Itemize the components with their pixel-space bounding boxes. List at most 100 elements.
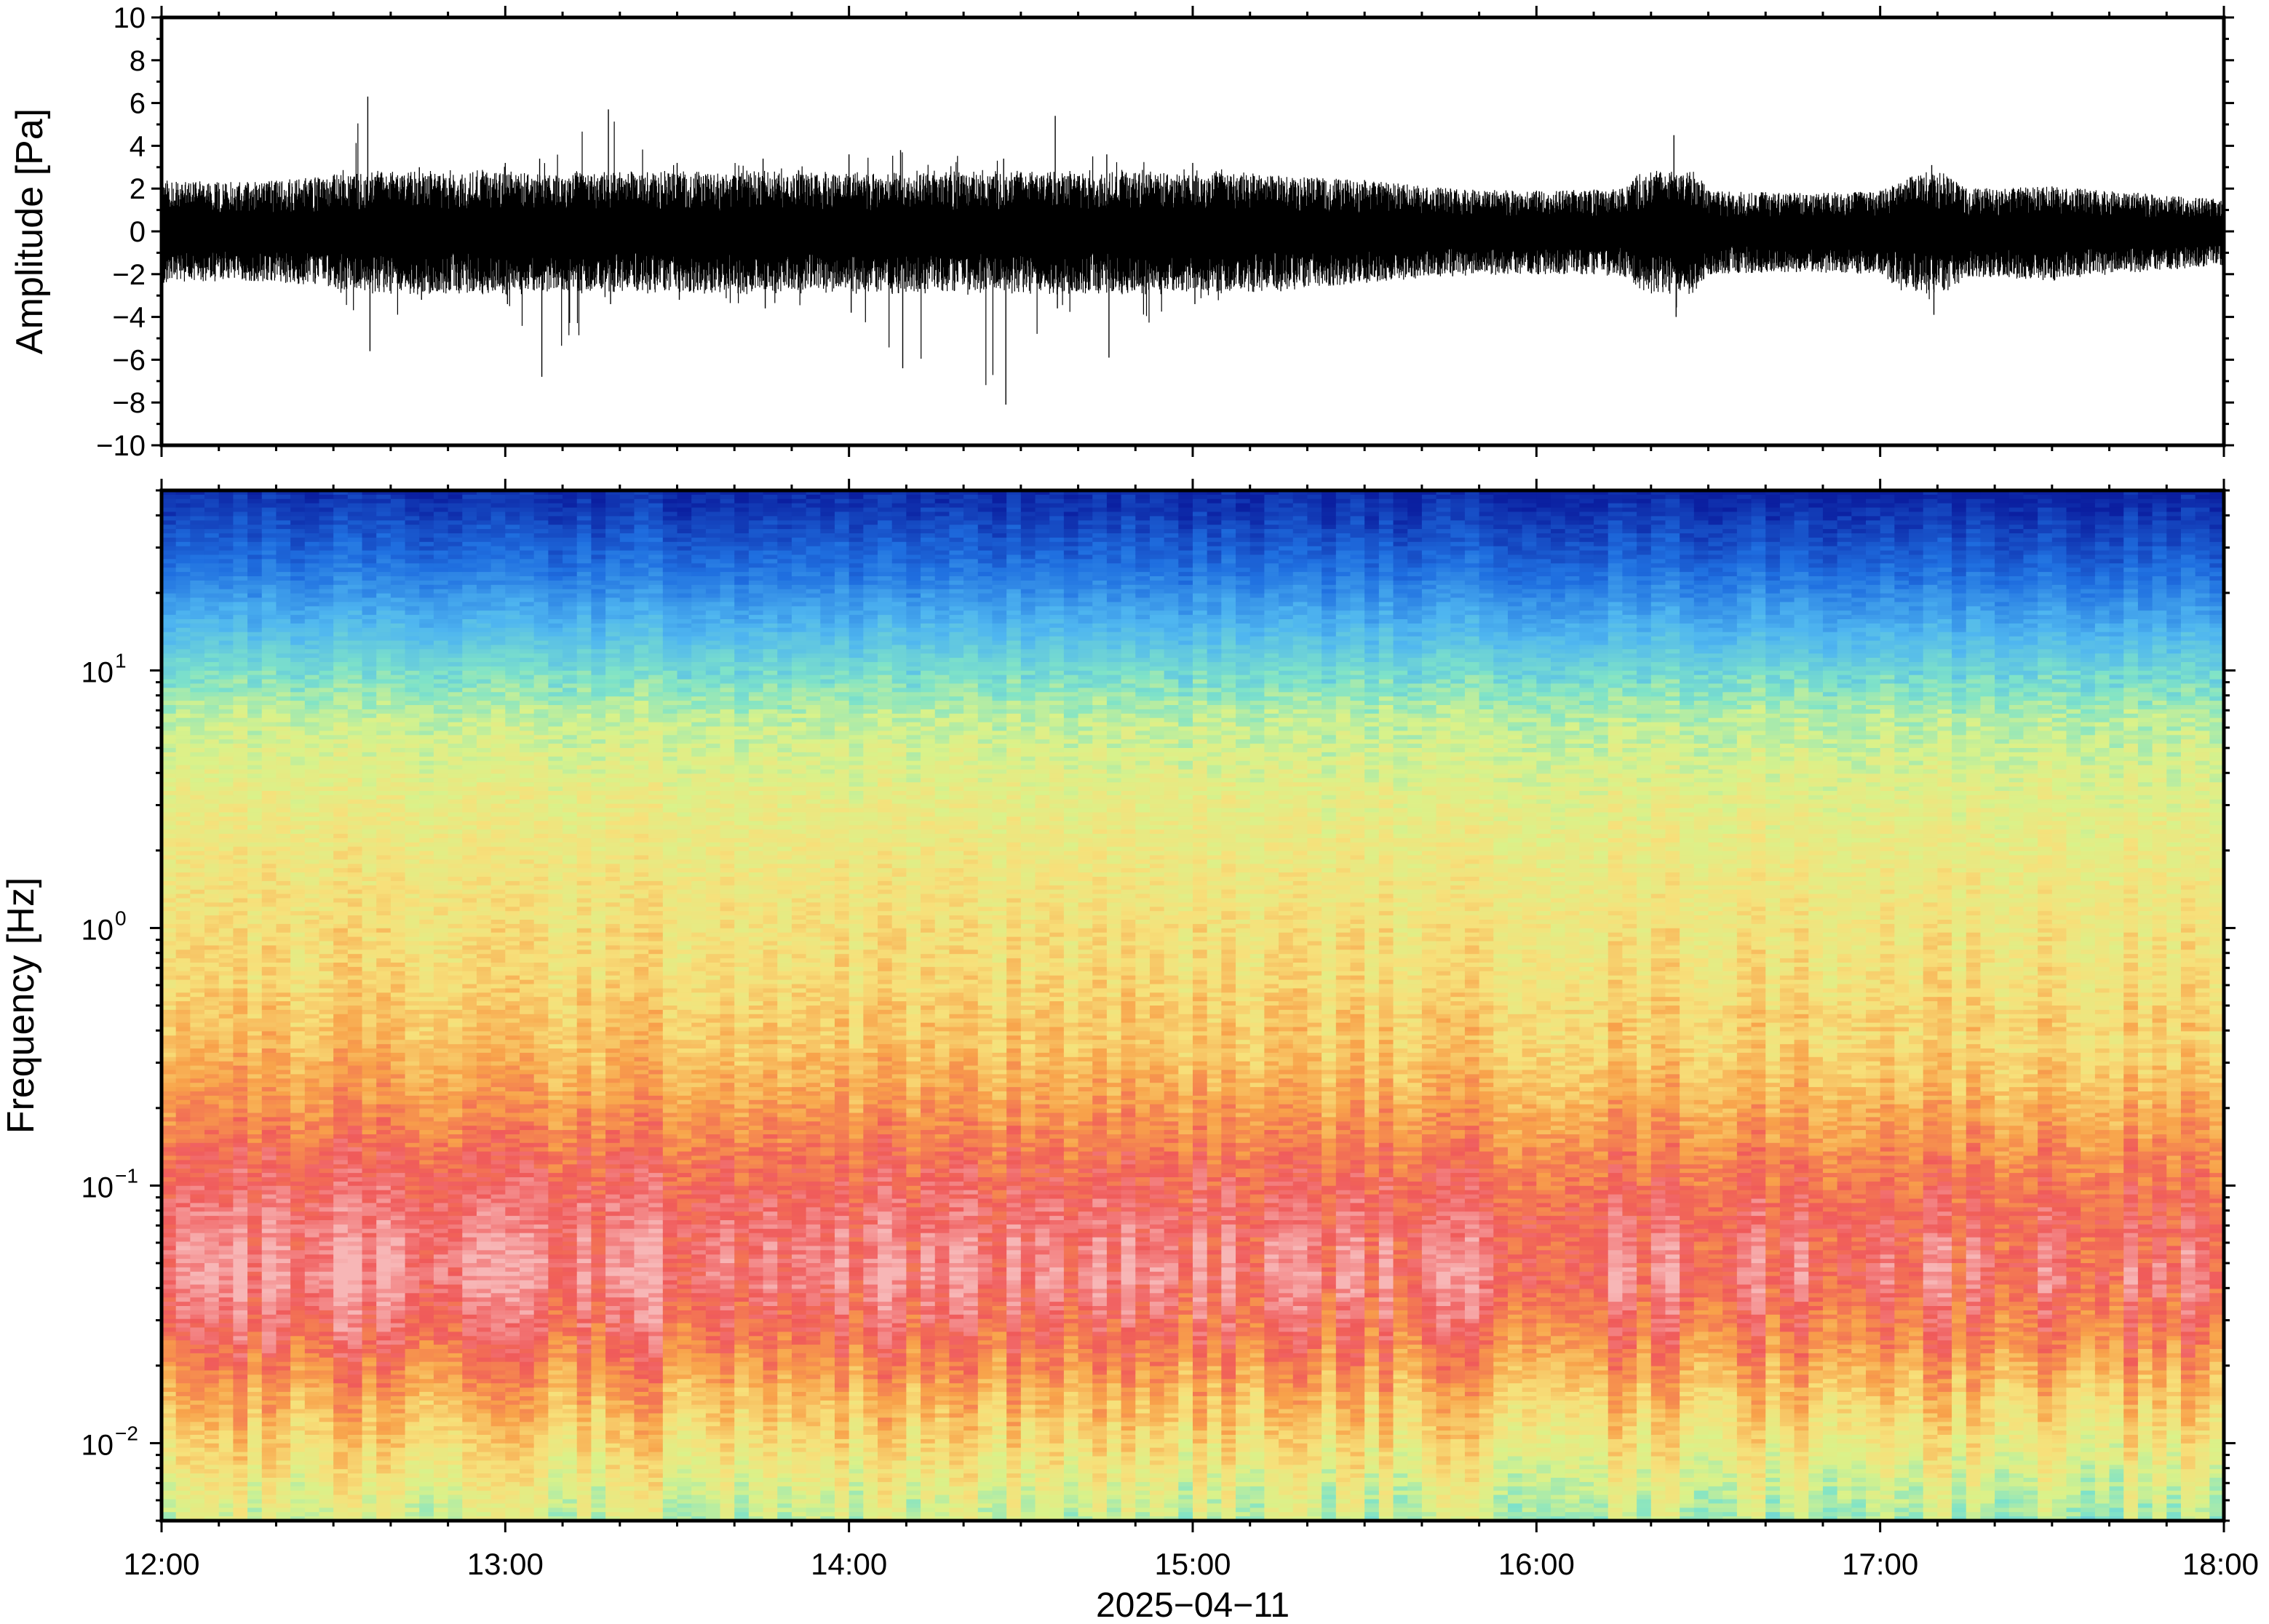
spectrogram-cell (233, 649, 248, 654)
spectrogram-cell (390, 1499, 406, 1504)
spectrogram-cell (304, 619, 320, 624)
spectrogram-cell (333, 572, 349, 577)
spectrogram-cell (333, 1078, 349, 1083)
spectrogram-cell (319, 816, 334, 821)
spectrogram-cell (162, 619, 177, 624)
spectrogram-cell (233, 1481, 248, 1487)
spectrogram-cell (362, 1318, 377, 1324)
spectrogram-cell (233, 670, 248, 676)
spectrogram-cell (333, 623, 349, 629)
spectrogram-cell (319, 722, 334, 728)
spectrogram-cell (319, 941, 334, 946)
spectrogram-cell (218, 1142, 234, 1148)
spectrogram-cell (247, 1271, 263, 1277)
spectrogram-cell (376, 610, 392, 616)
spectrogram-cell (304, 580, 320, 586)
spectrogram-cell (390, 619, 406, 624)
spectrogram-cell (261, 1056, 277, 1062)
spectrogram-cell (405, 1314, 420, 1320)
spectrogram-cell (261, 1306, 277, 1311)
spectrogram-cell (433, 1207, 449, 1212)
spectrogram-cell (304, 954, 320, 959)
spectrogram-cell (304, 1083, 320, 1088)
spectrogram-cell (319, 503, 334, 509)
spectrogram-cell (261, 898, 277, 903)
spectrogram-cell (333, 1061, 349, 1067)
spectrogram-cell (304, 1181, 320, 1187)
spectrogram-cell (319, 1456, 334, 1461)
spectrogram-cell (261, 1469, 277, 1474)
spectrogram-cell (319, 920, 334, 925)
spectrogram-cell (290, 1284, 306, 1289)
spectrogram-cell (347, 1323, 363, 1329)
spectrogram-cell (347, 837, 363, 843)
spectrogram-cell (175, 498, 191, 504)
spectrogram-cell (162, 1275, 177, 1281)
spectrogram-cell (304, 705, 320, 710)
spectrogram-cell (190, 782, 205, 787)
spectrogram-cell (319, 778, 334, 783)
spectrogram-cell (347, 602, 363, 607)
spectrogram-cell (175, 1357, 191, 1363)
spectrogram-cell (376, 859, 392, 864)
spectrogram-cell (405, 1104, 420, 1110)
spectrogram-cell (304, 1323, 320, 1329)
spectrogram-cell (319, 1194, 334, 1200)
spectrogram-cell (204, 1297, 220, 1302)
spectrogram-cell (390, 1099, 406, 1105)
spectrogram-cell (190, 494, 205, 500)
spectrogram-cell (261, 1481, 277, 1487)
spectrogram-cell (190, 1254, 205, 1259)
spectrogram-cell (405, 778, 420, 783)
spectrogram-cell (405, 554, 420, 560)
spectrogram-cell (162, 868, 177, 873)
spectrogram-cell (347, 1014, 363, 1019)
spectrogram-cell (204, 1001, 220, 1006)
spectrogram-cell (190, 907, 205, 912)
spectrogram-cell (276, 1297, 291, 1302)
spectrogram-cell (390, 1056, 406, 1062)
spectrogram-cell (190, 1503, 205, 1508)
spectrogram-cell (175, 679, 191, 685)
spectrogram-cell (390, 795, 406, 800)
spectrogram-cell (405, 1177, 420, 1182)
spectrogram-cell (333, 744, 349, 749)
spectrogram-cell (290, 837, 306, 843)
spectrogram-cell (190, 1160, 205, 1165)
spectrogram-cell (276, 1302, 291, 1307)
spectrogram-cell (175, 1018, 191, 1024)
spectrogram-cell (419, 503, 434, 509)
spectrogram-cell (390, 1177, 406, 1182)
spectrogram-cell (433, 902, 449, 907)
spectrogram-cell (304, 1366, 320, 1372)
spectrogram-cell (204, 1121, 220, 1126)
spectrogram-cell (405, 837, 420, 843)
spectrogram-cell (333, 731, 349, 736)
spectrogram-cell (333, 971, 349, 976)
spectrogram-cell (304, 537, 320, 543)
spectrogram-cell (405, 752, 420, 757)
spectrogram-cell (433, 744, 449, 749)
spectrogram-cell (405, 1130, 420, 1135)
spectrogram-cell (261, 1318, 277, 1324)
spectrogram-cell (362, 1374, 377, 1380)
spectrogram-cell (376, 1130, 392, 1135)
spectrogram-cell (362, 1190, 377, 1195)
spectrogram-cell (204, 1486, 220, 1492)
spectrogram-cell (218, 615, 234, 620)
spectrogram-cell (333, 1336, 349, 1341)
spectrogram-cell (247, 602, 263, 607)
spectrogram-cell (362, 928, 377, 934)
spectrogram-cell (390, 674, 406, 680)
spectrogram-cell (204, 559, 220, 564)
spectrogram-cell (233, 1147, 248, 1153)
spectrogram-cell (190, 1490, 205, 1496)
spectrogram-cell (233, 872, 248, 877)
spectrogram-cell (319, 1009, 334, 1015)
spectrogram-cell (247, 1177, 263, 1182)
spectrogram-cell (162, 1018, 177, 1024)
spectrogram-cell (390, 971, 406, 976)
spectrogram-cell (347, 855, 363, 860)
spectrogram-cell (175, 1117, 191, 1122)
spectrogram-cell (405, 1099, 420, 1105)
